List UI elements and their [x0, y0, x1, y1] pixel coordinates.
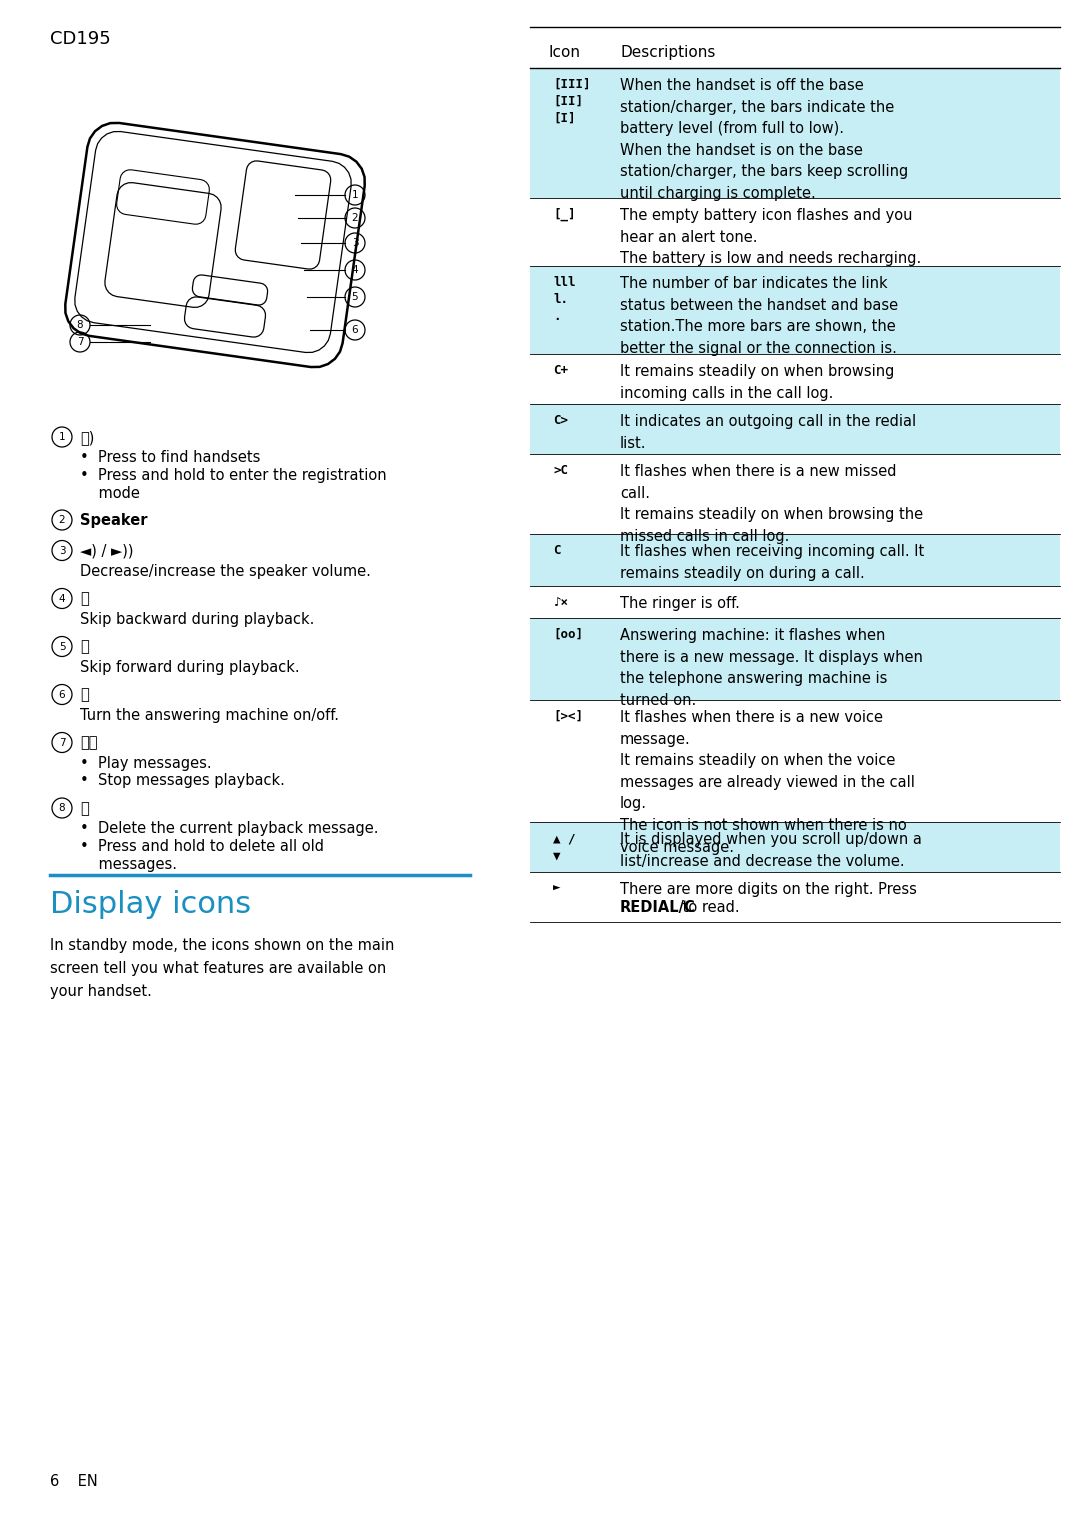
Text: The number of bar indicates the link
status between the handset and base
station: The number of bar indicates the link sta…: [620, 276, 899, 356]
Text: Decrease/increase the speaker volume.: Decrease/increase the speaker volume.: [80, 563, 370, 579]
Text: C+: C+: [553, 363, 568, 377]
Text: •  Delete the current playback message.: • Delete the current playback message.: [80, 822, 378, 837]
Text: The ringer is off.: The ringer is off.: [620, 596, 740, 611]
Text: C>: C>: [553, 414, 568, 428]
Text: 5: 5: [58, 641, 65, 652]
Text: ⏮: ⏮: [80, 591, 89, 606]
Text: 1: 1: [58, 432, 65, 441]
Text: [I]: [I]: [553, 111, 576, 125]
Text: 4: 4: [58, 594, 65, 603]
Text: ⏵⏸: ⏵⏸: [80, 736, 97, 750]
Text: [III]: [III]: [553, 78, 591, 92]
Bar: [530, 822, 1059, 872]
Text: It is displayed when you scroll up/down a
list/increase and decrease the volume.: It is displayed when you scroll up/down …: [620, 832, 922, 869]
Text: .: .: [553, 310, 561, 324]
Text: 7: 7: [77, 337, 83, 347]
Text: REDIAL/C: REDIAL/C: [620, 899, 696, 915]
Text: 4: 4: [352, 266, 359, 275]
Text: ►: ►: [553, 883, 561, 895]
Text: Descriptions: Descriptions: [620, 44, 715, 60]
Text: It flashes when receiving incoming call. It
remains steadily on during a call.: It flashes when receiving incoming call.…: [620, 544, 924, 580]
Bar: [530, 266, 1059, 354]
Text: CD195: CD195: [50, 31, 111, 47]
Text: It flashes when there is a new missed
call.
It remains steadily on when browsing: It flashes when there is a new missed ca…: [620, 464, 923, 544]
Text: [_]: [_]: [553, 208, 576, 221]
Text: 6: 6: [352, 325, 359, 334]
Text: 6: 6: [58, 690, 65, 699]
Text: Skip forward during playback.: Skip forward during playback.: [80, 660, 299, 675]
Text: Answering machine: it flashes when
there is a new message. It displays when
the : Answering machine: it flashes when there…: [620, 628, 923, 709]
Text: messages.: messages.: [80, 857, 177, 872]
Text: •  Stop messages playback.: • Stop messages playback.: [80, 774, 285, 788]
Text: It remains steadily on when browsing
incoming calls in the call log.: It remains steadily on when browsing inc…: [620, 363, 894, 400]
Text: •  Press and hold to delete all old: • Press and hold to delete all old: [80, 838, 324, 854]
Text: ▼: ▼: [553, 849, 561, 863]
Text: The empty battery icon flashes and you
hear an alert tone.
The battery is low an: The empty battery icon flashes and you h…: [620, 208, 921, 266]
Text: It indicates an outgoing call in the redial
list.: It indicates an outgoing call in the red…: [620, 414, 916, 450]
Text: It flashes when there is a new voice
message.
It remains steadily on when the vo: It flashes when there is a new voice mes…: [620, 710, 915, 855]
Bar: [530, 534, 1059, 586]
Text: ⧗): ⧗): [80, 431, 94, 444]
Bar: [530, 618, 1059, 699]
Text: 2: 2: [58, 515, 65, 525]
Text: 3: 3: [352, 238, 359, 247]
Text: 8: 8: [58, 803, 65, 812]
Text: 5: 5: [352, 292, 359, 302]
Text: lll: lll: [553, 276, 576, 289]
Text: 🗑: 🗑: [80, 802, 89, 815]
Text: In standby mode, the icons shown on the main
screen tell you what features are a: In standby mode, the icons shown on the …: [50, 938, 394, 999]
Text: When the handset is off the base
station/charger, the bars indicate the
battery : When the handset is off the base station…: [620, 78, 908, 202]
Text: There are more digits on the right. Press: There are more digits on the right. Pres…: [620, 883, 917, 896]
Text: Icon: Icon: [548, 44, 580, 60]
Text: [><]: [><]: [553, 710, 583, 722]
Text: ⏭: ⏭: [80, 640, 89, 655]
Text: Skip backward during playback.: Skip backward during playback.: [80, 612, 314, 628]
Text: 8: 8: [77, 321, 83, 330]
Text: 3: 3: [58, 545, 65, 556]
Text: [II]: [II]: [553, 95, 583, 108]
Text: •  Press to find handsets: • Press to find handsets: [80, 450, 260, 466]
Text: [oo]: [oo]: [553, 628, 583, 641]
Text: Display icons: Display icons: [50, 890, 252, 919]
Text: 2: 2: [352, 212, 359, 223]
Bar: [530, 69, 1059, 199]
Text: to read.: to read.: [678, 899, 740, 915]
Text: •  Press and hold to enter the registration: • Press and hold to enter the registrati…: [80, 467, 387, 483]
Text: ⏻: ⏻: [80, 687, 89, 702]
Text: •  Play messages.: • Play messages.: [80, 756, 212, 771]
Text: Speaker: Speaker: [80, 513, 148, 528]
Text: mode: mode: [80, 486, 140, 501]
Text: 6    EN: 6 EN: [50, 1474, 98, 1489]
Text: 1: 1: [352, 189, 359, 200]
Text: ◄) / ►)): ◄) / ►)): [80, 544, 134, 559]
Text: Turn the answering machine on/off.: Turn the answering machine on/off.: [80, 709, 339, 722]
Text: 7: 7: [58, 738, 65, 748]
Text: C: C: [553, 544, 561, 557]
Text: l.: l.: [553, 293, 568, 305]
Text: >C: >C: [553, 464, 568, 476]
Text: ▲ /: ▲ /: [553, 832, 576, 844]
Text: ♪×: ♪×: [553, 596, 568, 609]
Bar: [530, 405, 1059, 454]
